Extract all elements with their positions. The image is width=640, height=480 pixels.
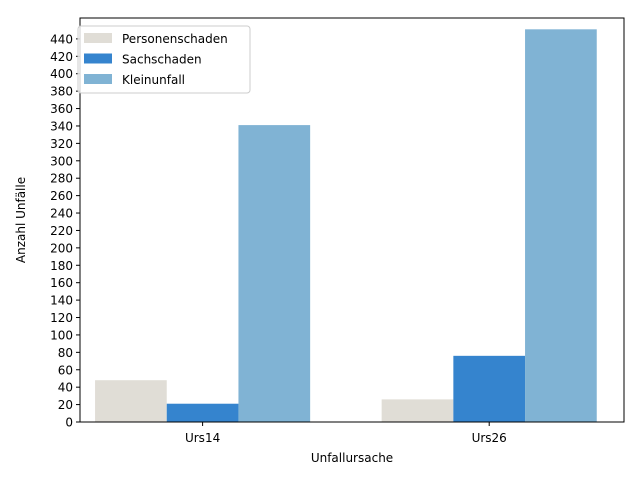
legend: Personenschaden Sachschaden Kleinunfall xyxy=(77,25,251,94)
legend-swatch xyxy=(84,53,112,64)
bar-sachschaden-urs14 xyxy=(166,403,239,422)
y-tick-label: 340 xyxy=(50,119,73,133)
bar-personenschaden-urs26 xyxy=(381,399,454,422)
y-tick-label: 20 xyxy=(58,398,73,412)
y-axis-label: Anzahl Unfälle xyxy=(14,177,28,263)
y-tick-label: 120 xyxy=(50,311,73,325)
y-tick-label: 60 xyxy=(58,363,73,377)
y-tick-label: 200 xyxy=(50,241,73,255)
x-axis: Urs14 Urs26 xyxy=(185,422,507,445)
legend-swatch xyxy=(84,74,112,84)
x-tick-label: Urs26 xyxy=(472,431,507,445)
bar-kleinunfall-urs14 xyxy=(238,125,311,423)
y-tick-label: 220 xyxy=(50,224,73,238)
bars-layer xyxy=(95,29,597,423)
y-tick-label: 260 xyxy=(50,189,73,203)
y-tick-label: 180 xyxy=(50,259,73,273)
legend-label: Sachschaden xyxy=(122,53,202,67)
y-tick-label: 380 xyxy=(50,85,73,99)
y-tick-label: 420 xyxy=(50,50,73,64)
legend-label: Kleinunfall xyxy=(122,73,185,87)
bar-sachschaden-urs26 xyxy=(453,355,526,422)
y-tick-label: 360 xyxy=(50,102,73,116)
y-tick-label: 440 xyxy=(50,32,73,46)
bar-personenschaden-urs14 xyxy=(95,380,167,422)
y-tick-label: 80 xyxy=(58,346,73,360)
y-tick-label: 300 xyxy=(50,154,73,168)
y-tick-label: 140 xyxy=(50,294,73,308)
x-tick-label: Urs14 xyxy=(185,431,220,445)
y-tick-label: 240 xyxy=(50,207,73,221)
bar-kleinunfall-urs26 xyxy=(525,29,597,422)
y-tick-label: 40 xyxy=(58,381,73,395)
x-axis-label: Unfallursache xyxy=(311,451,393,465)
y-tick-label: 100 xyxy=(50,328,73,342)
y-tick-label: 400 xyxy=(50,67,73,81)
y-axis: 0 20 40 60 80 100 120 140 160 180 200 220 240 260 280 3… xyxy=(50,32,80,430)
y-tick-label: 280 xyxy=(50,172,73,186)
legend-box xyxy=(77,25,251,94)
legend-swatch xyxy=(84,33,112,43)
y-tick-label: 160 xyxy=(50,276,73,290)
legend-label: Personenschaden xyxy=(122,32,228,46)
y-tick-label: 0 xyxy=(65,416,73,430)
plot-frame xyxy=(79,17,625,423)
y-tick-label: 320 xyxy=(50,137,73,151)
